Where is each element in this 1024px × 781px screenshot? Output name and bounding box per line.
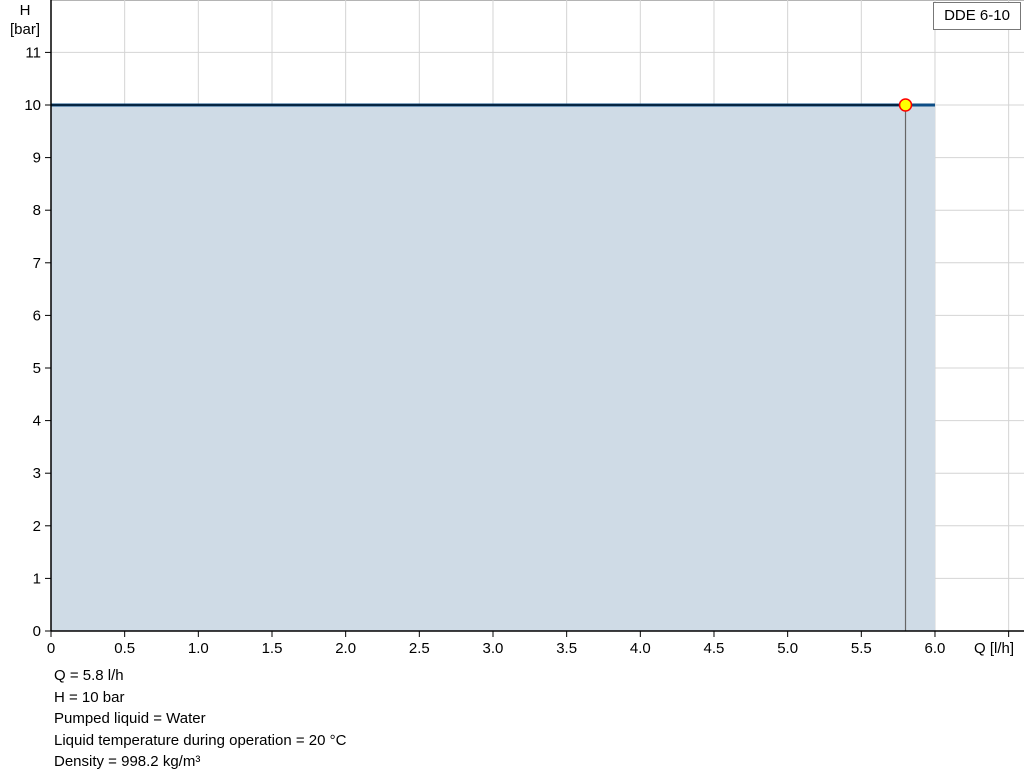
- legend-series-label: DDE 6-10: [933, 2, 1021, 30]
- x-tick-label: 3.5: [556, 640, 577, 657]
- y-tick-label: 4: [33, 413, 41, 430]
- y-tick-label: 6: [33, 307, 41, 324]
- x-tick-label: 5.5: [851, 640, 872, 657]
- x-tick-label: 1.5: [262, 640, 283, 657]
- y-tick-label: 7: [33, 255, 41, 272]
- y-tick-label: 10: [24, 97, 41, 114]
- y-axis-unit: [bar]: [10, 21, 40, 38]
- y-axis-label: H: [20, 2, 31, 19]
- x-tick-label: 4.5: [704, 640, 725, 657]
- info-temperature: Liquid temperature during operation = 20…: [54, 731, 347, 749]
- y-tick-label: 9: [33, 150, 41, 167]
- x-axis-label: Q [l/h]: [974, 640, 1014, 657]
- info-density: Density = 998.2 kg/m³: [54, 753, 201, 770]
- y-tick-label: 8: [33, 202, 41, 219]
- y-tick-label: 11: [25, 44, 41, 61]
- curve-area-fill: [51, 105, 935, 631]
- operating-info: Q = 5.8 l/h H = 10 bar Pumped liquid = W…: [54, 665, 346, 773]
- x-tick-label: 1.0: [188, 640, 209, 657]
- y-tick-label: 2: [33, 518, 41, 535]
- y-tick-label: 0: [33, 623, 41, 640]
- y-tick-label: 3: [33, 465, 41, 482]
- x-tick-label: 3.0: [483, 640, 504, 657]
- x-tick-label: 5.0: [777, 640, 798, 657]
- x-tick-label: 0: [47, 640, 55, 657]
- x-tick-label: 6.0: [925, 640, 946, 657]
- y-tick-label: 1: [33, 570, 41, 587]
- x-tick-label: 0.5: [114, 640, 135, 657]
- operating-point-marker: [898, 98, 913, 112]
- info-flow: Q = 5.8 l/h: [54, 667, 124, 684]
- x-tick-label: 2.5: [409, 640, 430, 657]
- info-head: H = 10 bar: [54, 688, 125, 706]
- x-tick-label: 4.0: [630, 640, 651, 657]
- x-tick-label: 2.0: [335, 640, 356, 657]
- info-liquid: Pumped liquid = Water: [54, 710, 206, 727]
- y-tick-label: 5: [33, 360, 41, 377]
